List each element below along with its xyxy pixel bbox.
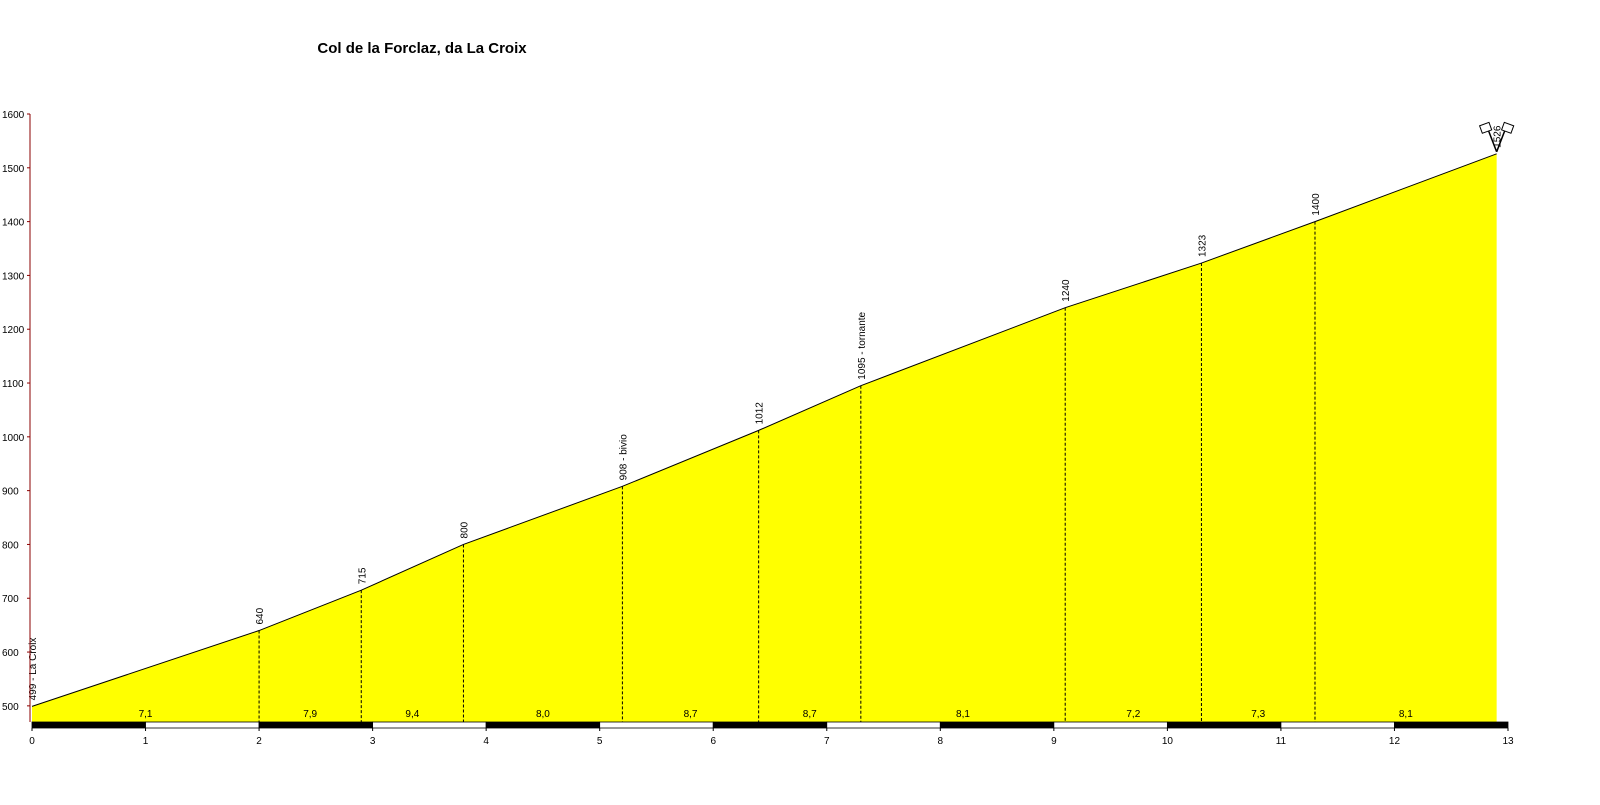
- gradient-label: 8,0: [536, 709, 550, 720]
- y-tick-label: 800: [2, 540, 19, 551]
- x-tick-label: 7: [824, 736, 830, 747]
- point-label: 908 - bivio: [618, 434, 629, 481]
- y-tick-label: 900: [2, 487, 19, 498]
- point-label: 1095 - tornante: [857, 311, 868, 379]
- y-tick-label: 1400: [2, 218, 25, 229]
- gradient-label: 9,4: [405, 709, 419, 720]
- x-tick-label: 12: [1389, 736, 1401, 747]
- x-tick-label: 6: [710, 736, 716, 747]
- km-bar: [31, 721, 146, 729]
- point-label: 1323: [1197, 234, 1208, 257]
- km-bar: [1053, 721, 1168, 729]
- km-bar: [1394, 721, 1509, 729]
- profile-line: [31, 153, 1497, 707]
- point-label: 1526: [1493, 125, 1504, 148]
- x-tick-label: 11: [1276, 736, 1287, 747]
- km-bar: [372, 721, 487, 729]
- x-tick-label: 2: [256, 736, 262, 747]
- x-tick-label: 1: [143, 736, 149, 747]
- x-tick-label: 8: [938, 736, 944, 747]
- km-bar: [712, 721, 828, 729]
- y-tick-label: 500: [2, 702, 19, 713]
- km-bar: [1280, 721, 1395, 729]
- flag: [1500, 121, 1515, 134]
- y-tick-label: 1300: [2, 271, 25, 282]
- point-label: 800: [459, 521, 470, 538]
- flag: [1478, 121, 1493, 134]
- km-bar: [258, 721, 374, 729]
- finish-flag: [1478, 121, 1515, 153]
- point-label: 1400: [1311, 193, 1322, 216]
- chart-title: Col de la Forclaz, da La Croix: [317, 40, 527, 57]
- km-bar: [1166, 721, 1282, 729]
- gradient-label: 7,3: [1251, 709, 1265, 720]
- x-tick-label: 3: [370, 736, 376, 747]
- x-tick-label: 5: [597, 736, 603, 747]
- gradient-label: 8,7: [684, 709, 698, 720]
- x-tick-label: 0: [29, 736, 35, 747]
- km-bar: [826, 721, 941, 729]
- y-tick-label: 1600: [2, 110, 25, 121]
- gradient-label: 7,2: [1126, 709, 1140, 720]
- gradient-label: 7,1: [139, 709, 153, 720]
- y-tick-label: 1200: [2, 325, 25, 336]
- x-tick-label: 13: [1502, 736, 1514, 747]
- km-bar: [599, 721, 714, 729]
- point-label: 640: [255, 607, 266, 624]
- x-tick-label: 10: [1162, 736, 1174, 747]
- point-label: 1240: [1061, 279, 1072, 302]
- gradient-label: 8,1: [956, 709, 970, 720]
- point-label: 1012: [755, 402, 766, 425]
- gradient-label: 7,9: [303, 709, 317, 720]
- y-tick-label: 1500: [2, 164, 25, 175]
- x-tick-label: 4: [483, 736, 489, 747]
- km-bar: [145, 721, 260, 729]
- km-bar: [939, 721, 1055, 729]
- area-fill: [32, 153, 1497, 723]
- y-tick-label: 600: [2, 648, 19, 659]
- gradient-label: 8,1: [1399, 709, 1413, 720]
- x-tick-label: 9: [1051, 736, 1057, 747]
- y-tick-label: 700: [2, 594, 19, 605]
- gradient-label: 8,7: [803, 709, 817, 720]
- point-label: 715: [357, 567, 368, 584]
- y-tick-label: 1100: [2, 379, 24, 390]
- y-tick-label: 1000: [2, 433, 25, 444]
- point-label: 499 - La Croix: [28, 638, 39, 701]
- km-bar: [485, 721, 601, 729]
